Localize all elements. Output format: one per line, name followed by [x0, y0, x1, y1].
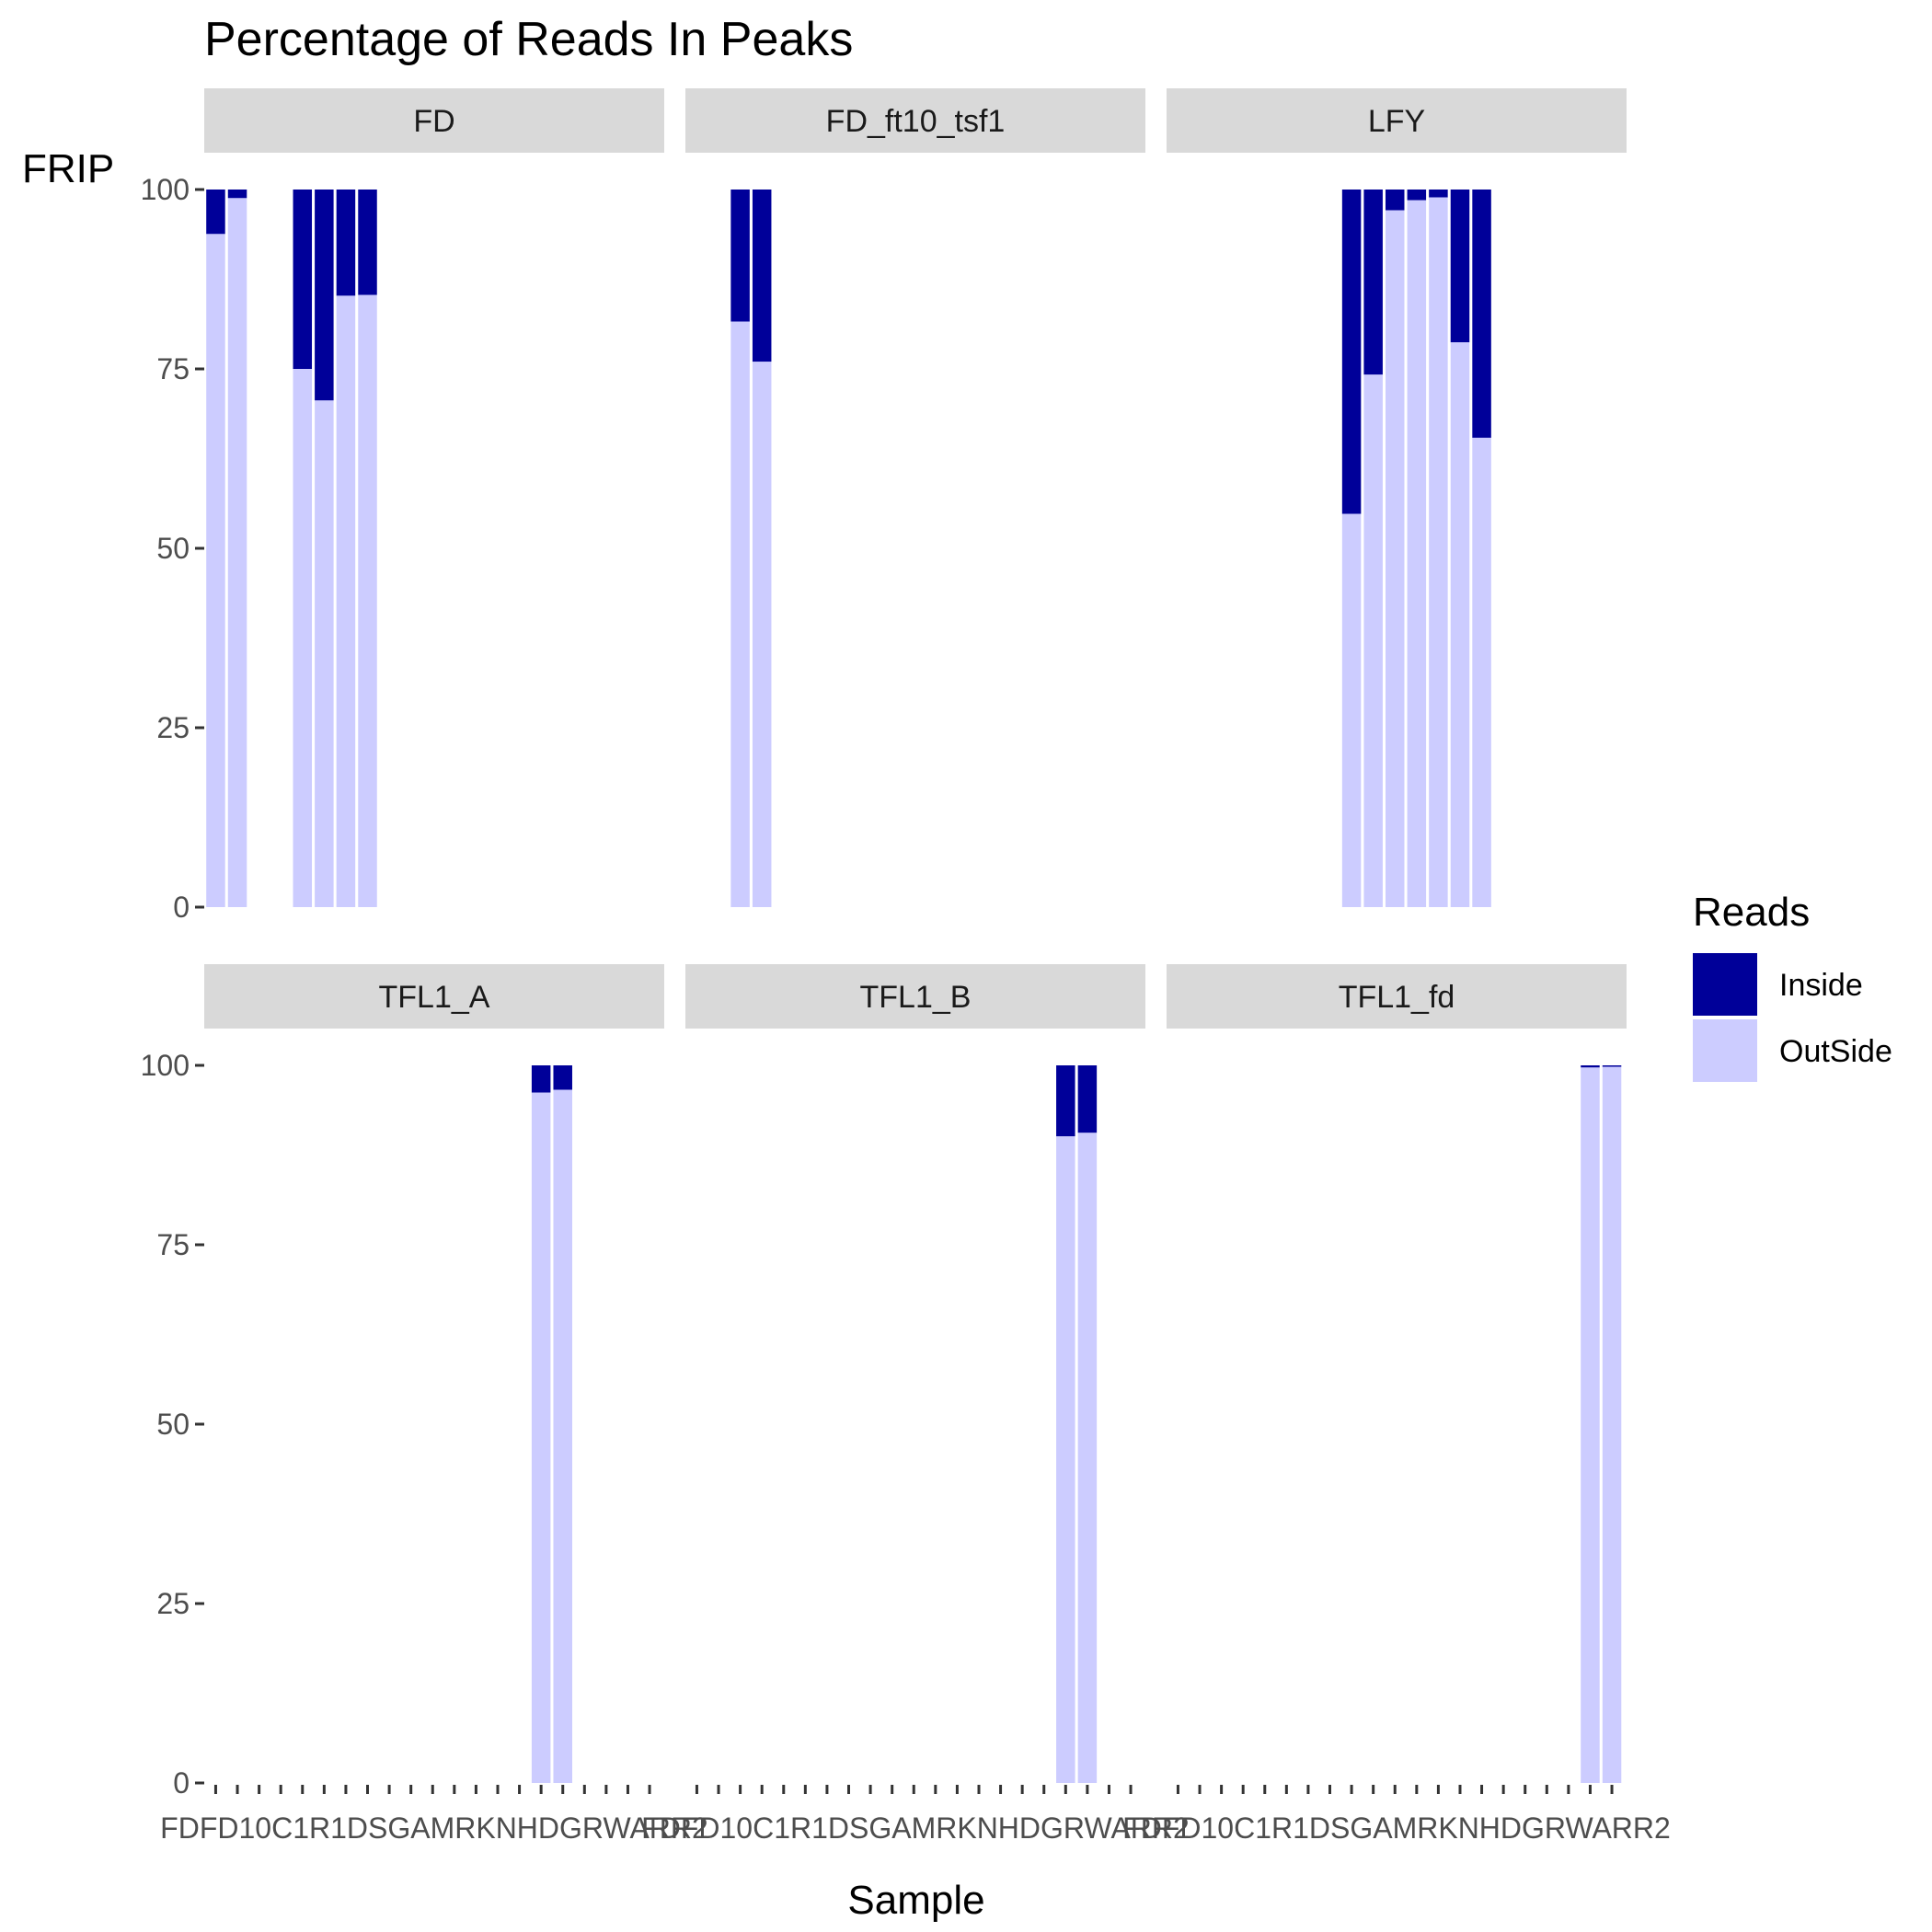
bar-inside [1056, 1065, 1075, 1137]
y-tick-label: 50 [156, 1408, 190, 1441]
bar-inside [1472, 190, 1491, 438]
legend-title: Reads [1693, 890, 1810, 935]
facet-label: TFL1_B [860, 980, 972, 1015]
bar-inside [531, 1065, 551, 1093]
bar-outside [553, 1089, 572, 1783]
bar-outside [1407, 200, 1427, 907]
bar-outside [206, 234, 225, 908]
bar-outside [1450, 342, 1470, 907]
bar-inside [1077, 1065, 1098, 1133]
bar-inside [1450, 190, 1470, 343]
bar-inside [752, 190, 772, 362]
bar-outside [1363, 374, 1383, 907]
bar-inside [730, 190, 750, 322]
legend-swatch-outside [1693, 1019, 1757, 1082]
bar-inside [315, 190, 334, 401]
bar-inside [1429, 190, 1448, 198]
facet-panel: FD 0 25 50 75 100 [141, 88, 664, 924]
bar-outside [1341, 513, 1362, 907]
facet-panel: LFY [1167, 88, 1627, 907]
bar-outside [1386, 210, 1405, 907]
bar-outside [293, 369, 313, 907]
facet-label: LFY [1368, 104, 1425, 139]
facet-strip [1167, 88, 1627, 153]
y-tick-label: 50 [156, 532, 190, 565]
bar-inside [358, 190, 377, 295]
bar-inside [1363, 190, 1383, 375]
y-tick-label: 25 [156, 1587, 190, 1620]
facet-panel: TFL1_A 0 25 50 75 100 FDFD10C1R1DSGAMRKNHDGRWA… [141, 964, 708, 1845]
y-tick-label: 75 [156, 352, 190, 385]
bar-inside [1581, 1065, 1600, 1068]
bar-outside [227, 198, 247, 908]
bar-outside [752, 362, 772, 907]
y-tick-label: 100 [141, 1049, 190, 1082]
facet-strip [204, 88, 664, 153]
facet-panels: FD 0 25 50 75 100 FD_ft10_tsf1 LFY TFL1_A 0 25 50 75… [141, 88, 1671, 1845]
facet-label: FD [413, 104, 454, 139]
bar-outside [1056, 1136, 1075, 1783]
y-axis-title: FRIP [22, 146, 114, 191]
bar-outside [336, 295, 356, 907]
bar-outside [1581, 1067, 1600, 1783]
chart-title: Percentage of Reads In Peaks [204, 13, 853, 66]
bar-inside [206, 190, 225, 235]
bar-inside [1341, 190, 1362, 514]
y-tick-label: 75 [156, 1228, 190, 1261]
x-tick-labels: FDFD10C1R1DSGAMRKNHDGRWARR2 [160, 1811, 708, 1845]
facet-strip [685, 88, 1145, 153]
y-tick-label: 0 [173, 1766, 190, 1800]
legend-label-outside: OutSide [1779, 1034, 1892, 1069]
facet-label: FD_ft10_tsf1 [826, 104, 1006, 139]
bar-inside [1602, 1065, 1622, 1067]
facet-strip [204, 964, 664, 1029]
bar-inside [336, 190, 356, 296]
x-tick-labels: FDFD10C1R1DSGAMRKNHDGRWARR2 [641, 1811, 1190, 1845]
bar-inside [1386, 190, 1405, 211]
bar-inside [553, 1065, 572, 1090]
facet-panel: TFL1_B FDFD10C1R1DSGAMRKNHDGRWARR2 [641, 964, 1190, 1845]
facet-strip [685, 964, 1145, 1029]
bar-outside [1472, 437, 1491, 907]
bar-outside [1429, 197, 1448, 907]
facet-label: TFL1_A [379, 980, 490, 1015]
bar-outside [1602, 1066, 1622, 1783]
legend-label-inside: Inside [1779, 968, 1863, 1003]
bar-outside [730, 321, 750, 907]
bar-outside [1077, 1133, 1098, 1783]
y-tick-label: 100 [141, 173, 190, 206]
y-tick-label: 0 [173, 891, 190, 924]
bar-outside [358, 294, 377, 907]
bar-inside [1407, 190, 1427, 201]
x-axis-title: Sample [847, 1878, 984, 1923]
y-tick-label: 25 [156, 711, 190, 744]
facet-label: TFL1_fd [1339, 980, 1455, 1015]
facet-panel: FD_ft10_tsf1 [685, 88, 1145, 907]
facet-strip [1167, 964, 1627, 1029]
legend-swatch-inside [1693, 953, 1757, 1016]
x-tick-labels: FDFD10C1R1DSGAMRKNHDGRWARR2 [1122, 1811, 1671, 1845]
facet-panel: TFL1_fd FDFD10C1R1DSGAMRKNHDGRWARR2 [1122, 964, 1671, 1845]
legend: Reads Inside OutSide [1693, 890, 1892, 1082]
bar-outside [531, 1092, 551, 1783]
bar-outside [315, 400, 334, 907]
bar-inside [293, 190, 313, 369]
bar-inside [227, 190, 247, 199]
